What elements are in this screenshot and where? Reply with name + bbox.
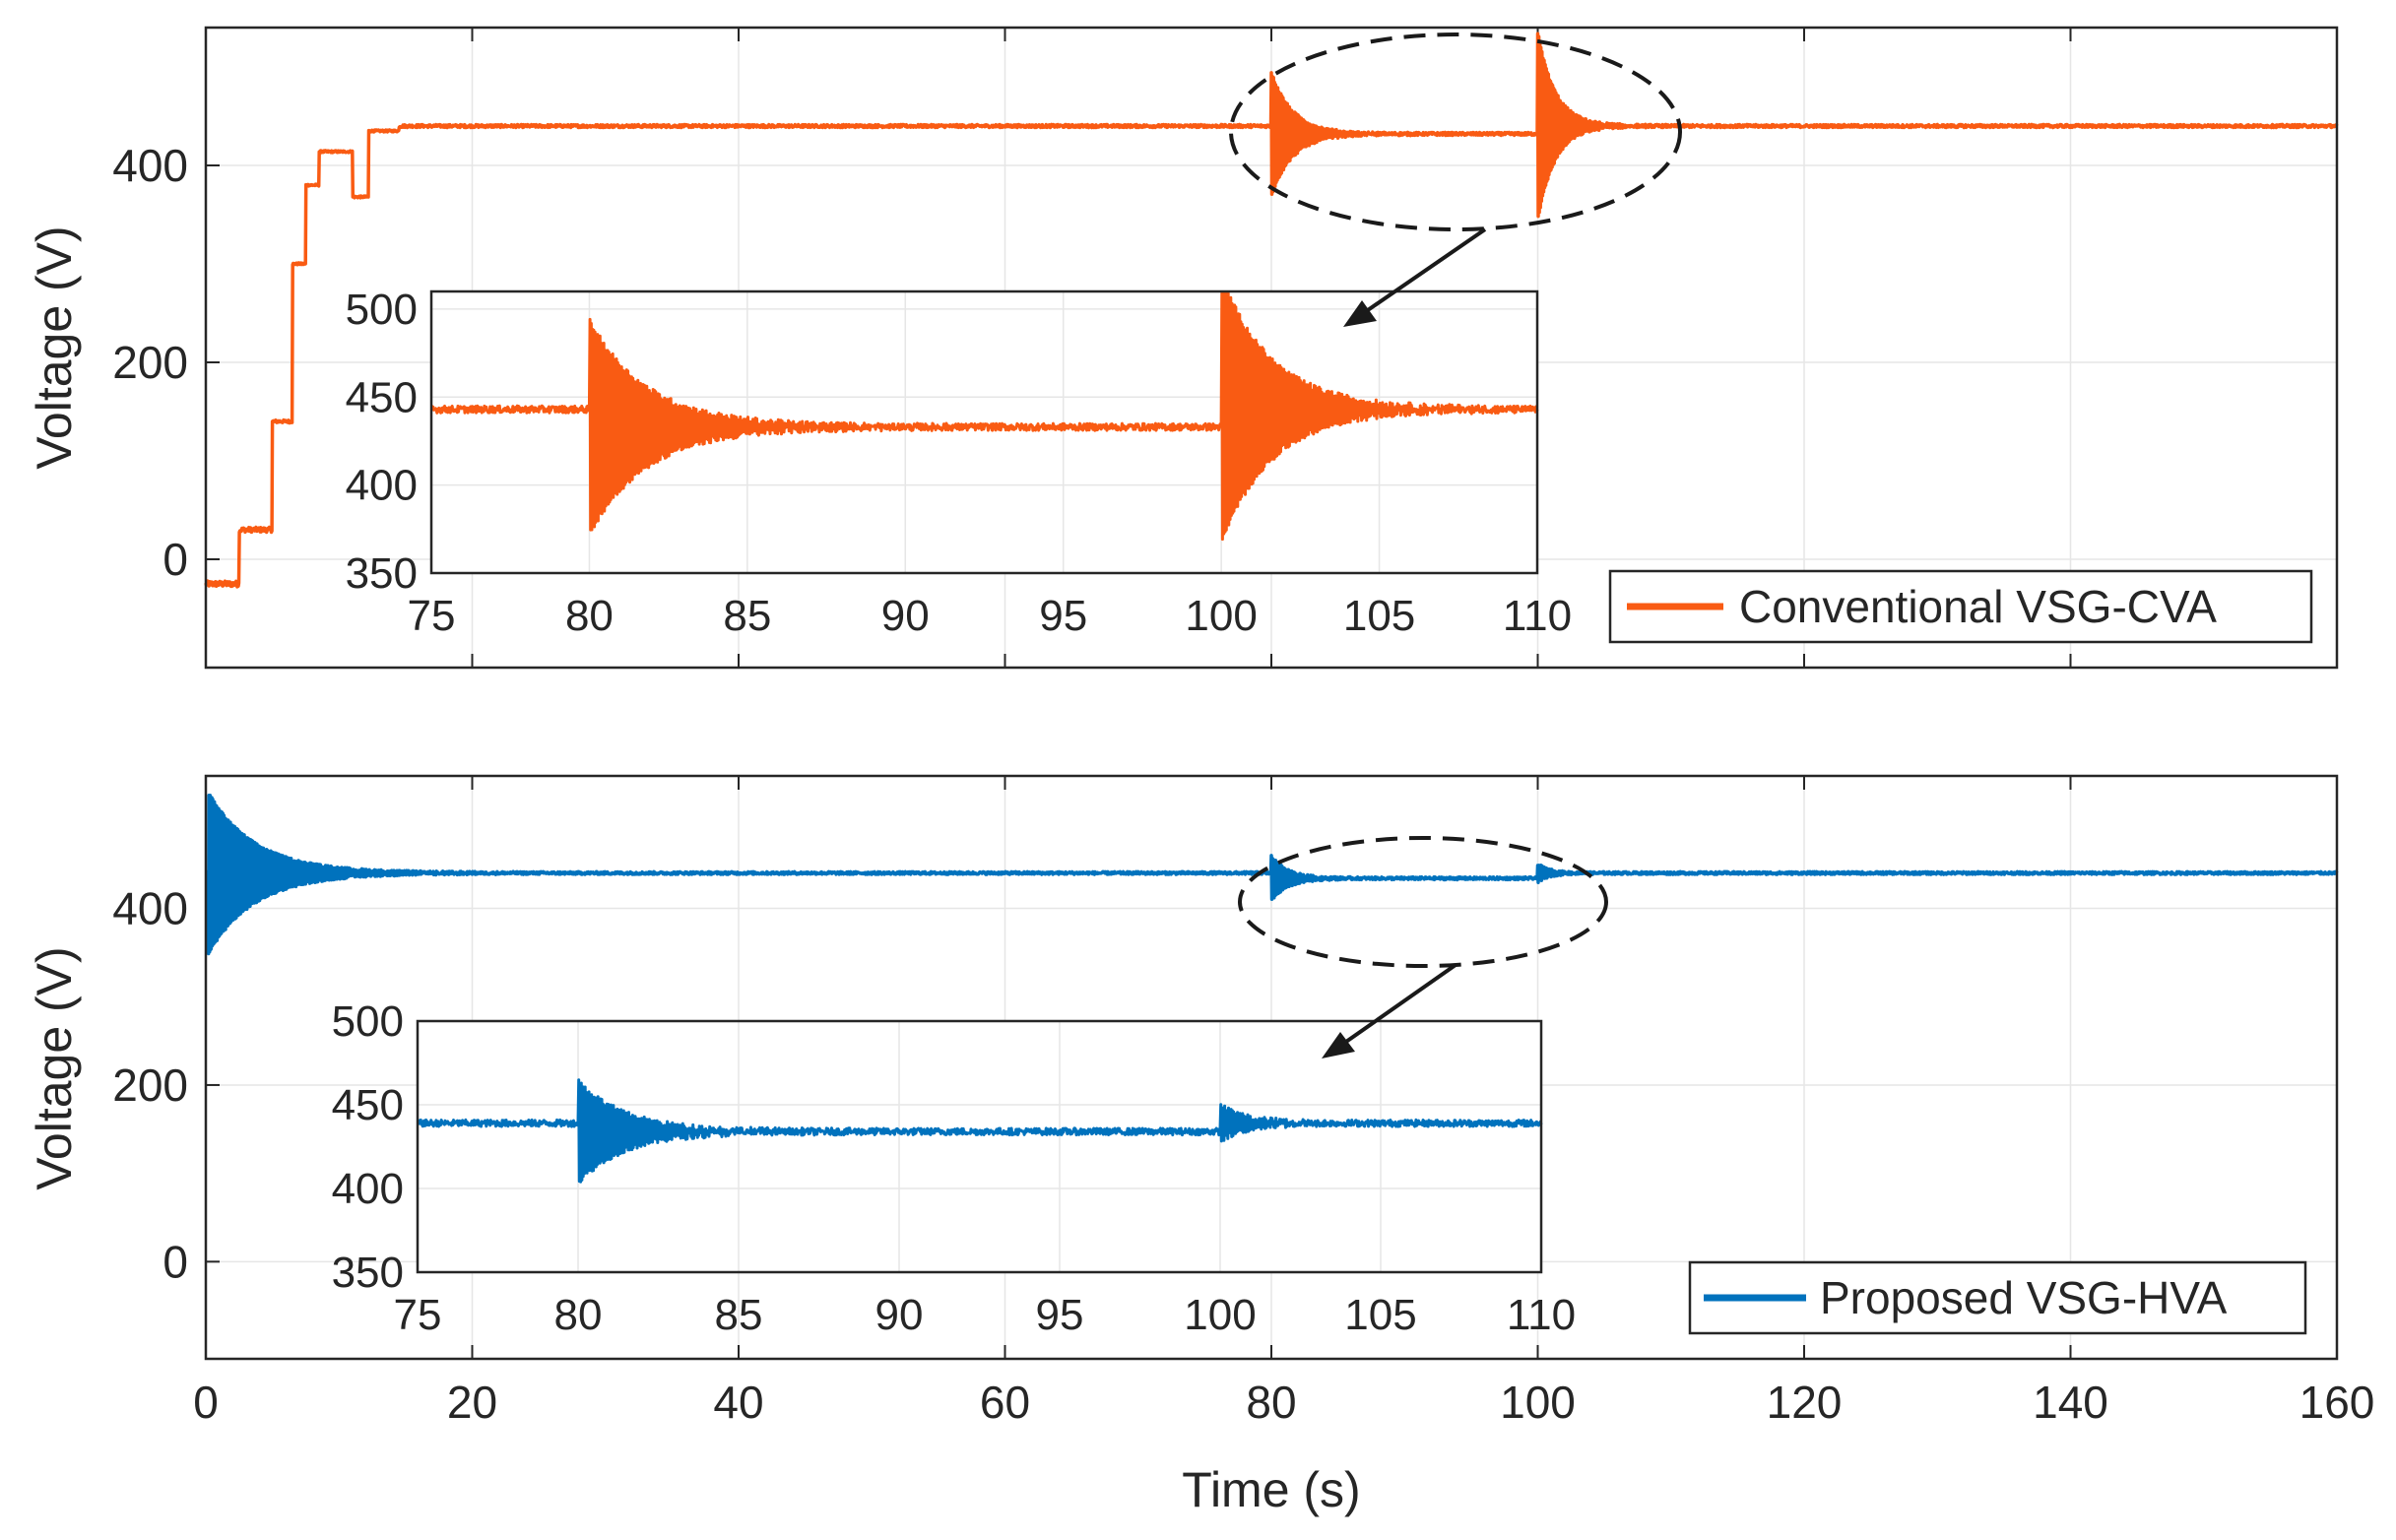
bottom-inset: 350 400 450 500 75 80 85 90 95 100 105 110 <box>332 997 1577 1339</box>
bottom-panel: 0 200 400 0 20 40 60 80 100 120 140 160 Voltage (V… <box>27 774 2374 1517</box>
inset-y-tick-label: 400 <box>346 462 418 510</box>
inset-x-tick-label: 75 <box>408 592 456 640</box>
inset-x-tick-label: 100 <box>1185 592 1257 640</box>
inset-x-tick-label: 85 <box>715 1291 763 1339</box>
inset-y-tick-label: 500 <box>332 997 404 1046</box>
inset-x-tick-label: 90 <box>881 592 930 640</box>
x-axis-label: Time (s) <box>1182 1462 1360 1517</box>
top-inset-x-tick-labels: 75 80 85 90 95 100 105 110 <box>408 592 1573 640</box>
bottom-series-line <box>204 793 2339 956</box>
inset-x-tick-label: 105 <box>1343 592 1415 640</box>
y-tick-label: 200 <box>112 337 188 388</box>
bottom-legend-label: Proposed VSG-HVA <box>1820 1272 2228 1323</box>
inset-x-tick-label: 110 <box>1503 592 1572 640</box>
top-zoom-ellipse <box>1229 32 1682 231</box>
bottom-axes-frame <box>204 774 2339 1361</box>
bottom-y-tick-labels: 0 200 400 <box>112 883 188 1288</box>
inset-x-tick-label: 80 <box>565 592 614 640</box>
inset-x-tick-label: 95 <box>1039 592 1087 640</box>
top-zoom-arrow-head <box>1343 300 1377 327</box>
inset-x-tick-label: 75 <box>394 1291 442 1339</box>
bottom-zoom-arrow-head <box>1322 1032 1355 1059</box>
top-axes-frame <box>204 26 2339 670</box>
x-tick-label: 120 <box>1767 1377 1843 1428</box>
x-tick-label: 100 <box>1500 1377 1576 1428</box>
x-tick-label: 140 <box>2033 1377 2108 1428</box>
inset-y-tick-label: 500 <box>346 286 418 334</box>
top-inset-series-line <box>430 291 1539 542</box>
bottom-zoom-ellipse <box>1238 836 1608 968</box>
x-tick-label: 80 <box>1246 1377 1296 1428</box>
inset-x-tick-label: 105 <box>1344 1291 1416 1339</box>
y-tick-label: 400 <box>112 883 188 934</box>
x-tick-label: 20 <box>447 1377 497 1428</box>
inset-x-tick-label: 80 <box>554 1291 603 1339</box>
y-tick-label: 200 <box>112 1059 188 1111</box>
x-tick-label: 0 <box>193 1377 219 1428</box>
top-zoom-arrow <box>1363 227 1487 314</box>
inset-x-tick-label: 100 <box>1184 1291 1256 1339</box>
top-y-tick-labels: 0 200 400 <box>112 140 188 585</box>
bottom-inset-frame <box>416 1019 1543 1274</box>
top-legend: Conventional VSG-CVA <box>1608 569 2313 644</box>
top-inset-y-tick-labels: 350 400 450 500 <box>346 286 418 598</box>
inset-y-tick-label: 350 <box>346 549 418 598</box>
bottom-zoom-arrow <box>1341 963 1457 1046</box>
inset-x-tick-label: 110 <box>1507 1291 1576 1339</box>
bottom-x-tick-labels: 0 20 40 60 80 100 120 140 160 <box>193 1377 2374 1428</box>
inset-x-tick-label: 95 <box>1036 1291 1084 1339</box>
bottom-inset-series-line <box>416 1078 1543 1184</box>
inset-y-tick-label: 450 <box>332 1081 404 1129</box>
top-y-axis-label: Voltage (V) <box>27 225 82 469</box>
inset-y-tick-label: 400 <box>332 1165 404 1213</box>
bottom-y-axis-label: Voltage (V) <box>27 946 82 1189</box>
y-tick-label: 0 <box>162 1236 188 1287</box>
x-tick-label: 60 <box>980 1377 1030 1428</box>
top-inset-frame <box>429 289 1539 575</box>
top-legend-label: Conventional VSG-CVA <box>1739 581 2217 632</box>
top-panel: 0 200 400 Voltage (V) 350 400 450 500 75 80 85 9… <box>27 26 2339 670</box>
top-legend-box <box>1608 569 2313 644</box>
inset-x-tick-label: 90 <box>875 1291 924 1339</box>
inset-y-tick-label: 450 <box>346 373 418 421</box>
top-series-line <box>204 32 2339 589</box>
top-inset: 350 400 450 500 75 80 85 90 95 100 105 110 <box>346 286 1573 640</box>
bottom-inset-x-tick-labels: 75 80 85 90 95 100 105 110 <box>394 1291 1577 1339</box>
x-tick-label: 160 <box>2299 1377 2375 1428</box>
y-tick-label: 0 <box>162 534 188 585</box>
inset-x-tick-label: 85 <box>723 592 771 640</box>
bottom-legend: Proposed VSG-HVA <box>1688 1260 2307 1335</box>
x-tick-label: 40 <box>713 1377 763 1428</box>
bottom-inset-y-tick-labels: 350 400 450 500 <box>332 997 404 1297</box>
y-tick-label: 400 <box>112 140 188 191</box>
inset-y-tick-label: 350 <box>332 1249 404 1297</box>
